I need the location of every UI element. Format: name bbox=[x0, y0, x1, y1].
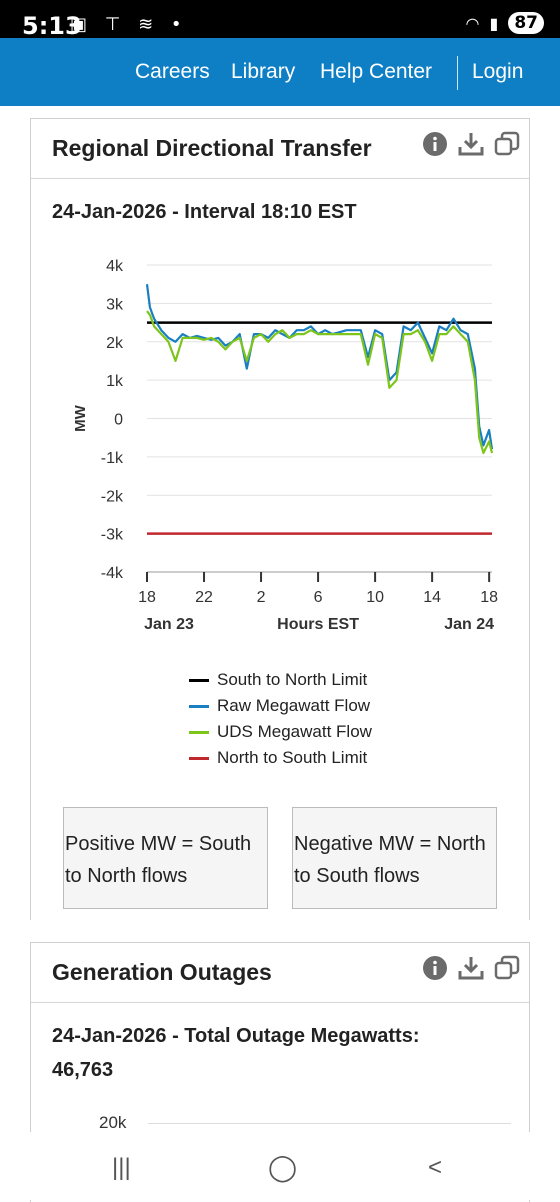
y-tick-label: 0 bbox=[114, 412, 123, 429]
interval-subtitle: 24-Jan-2026 - Interval 18:10 EST bbox=[52, 201, 357, 223]
y-tick-label: 4k bbox=[106, 258, 124, 275]
legend-label: North to South Limit bbox=[217, 748, 368, 767]
positive-mw-note: Positive MW = South to North flows bbox=[63, 807, 268, 909]
y-tick-label: 2k bbox=[106, 335, 124, 352]
card-actions bbox=[421, 954, 521, 982]
home-icon[interactable]: ◯ bbox=[268, 1152, 298, 1182]
legend-label: Raw Megawatt Flow bbox=[217, 696, 371, 715]
download-icon[interactable] bbox=[457, 954, 485, 982]
nav-login-link[interactable]: Login bbox=[472, 60, 524, 83]
legend-item[interactable]: South to North Limit bbox=[189, 667, 372, 693]
series-line-uds-megawatt-flow bbox=[146, 310, 494, 455]
legend-swatch bbox=[189, 704, 209, 708]
y-tick-label: 20k bbox=[99, 1113, 127, 1132]
x-tick-label: 14 bbox=[423, 589, 441, 606]
y-tick-label: -2k bbox=[101, 488, 124, 505]
x-axis-title: Hours EST bbox=[277, 616, 359, 633]
nav-help-center-link[interactable]: Help Center bbox=[320, 60, 433, 83]
x-tick-label: 6 bbox=[314, 589, 323, 606]
status-right: ◠ ▮ 87 bbox=[466, 12, 544, 34]
legend-item[interactable]: North to South Limit bbox=[189, 745, 372, 771]
x-tick-label: 10 bbox=[366, 589, 384, 606]
system-nav-bar: ||| ◯ < bbox=[0, 1132, 560, 1200]
download-icon[interactable] bbox=[457, 130, 485, 158]
card-header: Generation Outages bbox=[31, 943, 529, 1003]
y-tick-label: -3k bbox=[101, 527, 124, 544]
status-time: 5:13 bbox=[22, 12, 82, 40]
nav-library-link[interactable]: Library bbox=[231, 60, 296, 83]
recent-apps-icon[interactable]: ||| bbox=[112, 1154, 131, 1181]
series-line-raw-megawatt-flow bbox=[145, 284, 494, 450]
y-tick-label: 3k bbox=[106, 296, 124, 313]
negative-mw-note: Negative MW = North to South flows bbox=[292, 807, 497, 909]
copy-icon[interactable] bbox=[493, 130, 521, 158]
x-tick-label: 22 bbox=[195, 589, 213, 606]
copy-icon[interactable] bbox=[493, 954, 521, 982]
chart-legend: South to North Limit Raw Megawatt Flow U… bbox=[189, 667, 372, 771]
wifi-icon: ◠ bbox=[465, 13, 480, 33]
back-icon[interactable]: < bbox=[428, 1154, 443, 1181]
card-title: Regional Directional Transfer bbox=[52, 135, 372, 161]
outage-subtitle-line1: 24-Jan-2026 - Total Outage Megawatts: bbox=[52, 1025, 420, 1047]
x-date-label-end: Jan 24 bbox=[444, 616, 494, 633]
card-title: Generation Outages bbox=[52, 959, 272, 985]
info-icon[interactable] bbox=[421, 954, 449, 982]
legend-label: South to North Limit bbox=[217, 670, 368, 689]
legend-swatch bbox=[189, 730, 209, 734]
gridline bbox=[148, 1123, 511, 1124]
y-tick-label: 1k bbox=[106, 373, 124, 390]
signal-icon: ▮ bbox=[489, 13, 499, 33]
transfer-card: Regional Directional Transfer 24-Jan-202… bbox=[30, 118, 530, 920]
x-date-label-start: Jan 23 bbox=[144, 616, 194, 633]
legend-swatch bbox=[189, 756, 209, 760]
x-tick-label: 18 bbox=[480, 589, 498, 606]
legend-swatch bbox=[189, 678, 209, 682]
legend-label: UDS Megawatt Flow bbox=[217, 722, 372, 741]
nav-divider bbox=[457, 56, 458, 90]
notification-icons: ▣ ⊤ ≋ • bbox=[70, 14, 188, 35]
y-tick-label: -4k bbox=[101, 565, 124, 582]
battery-badge: 87 bbox=[508, 12, 544, 34]
nav-careers-link[interactable]: Careers bbox=[135, 60, 210, 83]
y-axis-title: MW bbox=[72, 404, 89, 431]
card-header: Regional Directional Transfer bbox=[31, 119, 529, 179]
info-icon[interactable] bbox=[421, 130, 449, 158]
x-tick-label: 18 bbox=[138, 589, 156, 606]
legend-item[interactable]: UDS Megawatt Flow bbox=[189, 719, 372, 745]
x-tick-label: 2 bbox=[257, 589, 266, 606]
y-tick-label: -1k bbox=[101, 450, 124, 467]
top-nav: Careers Library Help Center Login bbox=[0, 38, 560, 106]
legend-item[interactable]: Raw Megawatt Flow bbox=[189, 693, 372, 719]
outage-total: 46,763 bbox=[52, 1059, 114, 1081]
card-actions bbox=[421, 130, 521, 158]
